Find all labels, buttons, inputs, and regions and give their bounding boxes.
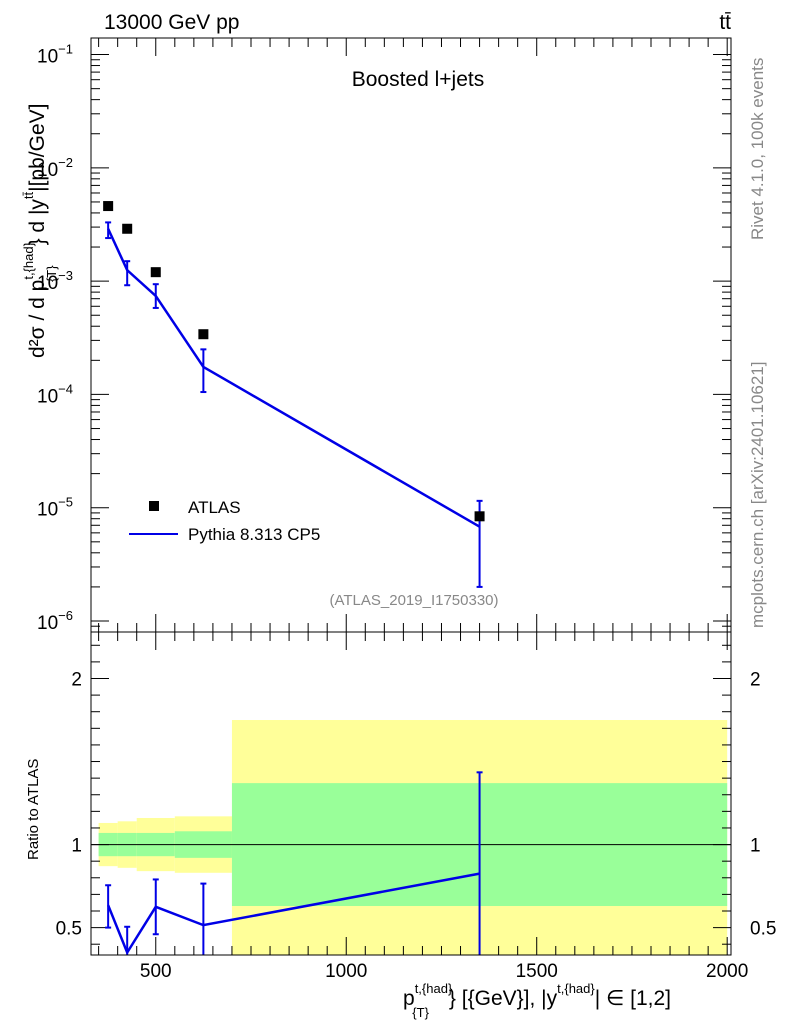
ratio-y-tick-label-right: 0.5: [750, 919, 776, 940]
data-point: [150, 267, 161, 278]
mc-line: [107, 228, 481, 528]
main-y-tick-label: 10−5: [37, 495, 73, 521]
y-label-sup2: tt̄: [21, 191, 36, 199]
x-tick-label: 1000: [325, 961, 367, 982]
ratio-y-tick-label: 0.5: [56, 919, 82, 940]
y-label-base: d²σ / d p: [26, 280, 49, 358]
analysis-id-label: (ATLAS_2019_I1750330): [329, 592, 498, 609]
main-y-tick-label: 10−2: [37, 155, 73, 181]
data-point: [122, 223, 133, 234]
legend-data-label: ATLAS: [188, 498, 241, 517]
y-label-mid: } d |y: [26, 199, 49, 246]
ratio-y-tick-label: 2: [71, 669, 82, 690]
ratio-panel: 0.5 0.5 1 1 2 2 500 1000 1500 2000 Ratio to ATLA…: [25, 631, 777, 1020]
x-tick-labels: 500 1000 1500 2000: [140, 961, 748, 982]
ratio-mc-curve: [105, 771, 483, 956]
x-label-sup1: t,{had}: [415, 981, 453, 996]
x-label-sub1: {T}: [412, 1005, 429, 1020]
main-y-tick-base: 10: [37, 500, 58, 521]
main-y-tick-label: 10−1: [37, 42, 73, 68]
main-y-tick-exp: −2: [58, 155, 73, 170]
y-label-sub1: {T}: [44, 265, 59, 282]
main-y-tick-exp: −6: [58, 608, 73, 623]
ratio-y-tick-label-right: 1: [750, 836, 761, 857]
x-tick-label: 2000: [706, 961, 748, 982]
ratio-axis-ticks: [91, 632, 731, 955]
main-y-tick-exp: −5: [58, 495, 73, 510]
main-axis-ticks: [91, 38, 731, 633]
data-point: [474, 511, 485, 522]
main-y-tick-exp: −3: [58, 268, 73, 283]
main-y-tick-base: 10: [37, 273, 58, 294]
y-label-tail: |[pb/GeV]: [26, 104, 49, 192]
main-frame: [90, 37, 732, 633]
main-panel: 10−610−510−410−310−210−1 Boosted l+jets …: [21, 37, 732, 634]
main-y-tick-label: 10−4: [37, 381, 73, 407]
ratio-y-tick-label-right: 2: [750, 669, 761, 690]
main-y-tick-base: 10: [37, 613, 58, 634]
x-tick-label: 1500: [516, 961, 558, 982]
data-point: [103, 201, 114, 212]
x-label-p: p: [403, 987, 415, 1010]
rivet-version-label: Rivet 4.1.0, 100k events: [748, 58, 767, 240]
ratio-y-tick-label: 1: [71, 836, 82, 857]
legend: ATLAS Pythia 8.313 CP5: [129, 498, 320, 544]
x-label-tail: | ∈ [1,2]: [595, 987, 671, 1010]
beam-energy-label: 13000 GeV pp: [104, 11, 239, 34]
main-y-tick-base: 10: [37, 160, 58, 181]
main-y-axis-label: d²σ / d pt,{had} {T} } d |ytt̄|[pb/GeV]: [21, 104, 59, 358]
x-axis-label: pt,{had} {T}} [{GeV}], |yt,{had}| ∈ [1,2]: [403, 981, 671, 1020]
main-y-tick-exp: −4: [58, 381, 73, 396]
data-points: [103, 201, 485, 522]
x-label-sup2: t,{had}: [557, 981, 595, 996]
mcplots-site-label: mcplots.cern.ch [arXiv:2401.10621]: [748, 362, 767, 628]
main-y-tick-label: 10−3: [37, 268, 73, 294]
main-y-tick-labels: 10−610−510−410−310−210−1: [37, 42, 73, 634]
main-y-tick-exp: −1: [58, 42, 73, 57]
main-y-tick-base: 10: [37, 47, 58, 68]
process-label: tt̄: [719, 11, 731, 34]
main-title: Boosted l+jets: [352, 68, 485, 91]
x-tick-label: 500: [140, 961, 172, 982]
ratio-y-tick-labels: 0.5 0.5 1 1 2 2: [56, 669, 777, 939]
main-y-tick-label: 10−6: [37, 608, 73, 634]
data-point: [198, 329, 209, 340]
main-y-tick-base: 10: [37, 386, 58, 407]
legend-data-marker: [149, 501, 159, 511]
y-label-sup1: t,{had}: [21, 241, 36, 279]
legend-mc-label: Pythia 8.313 CP5: [188, 525, 320, 544]
ratio-frame: [90, 631, 732, 956]
ratio-y-axis-label: Ratio to ATLAS: [25, 759, 42, 860]
x-label-mid: } [{GeV}], |y: [449, 987, 558, 1010]
